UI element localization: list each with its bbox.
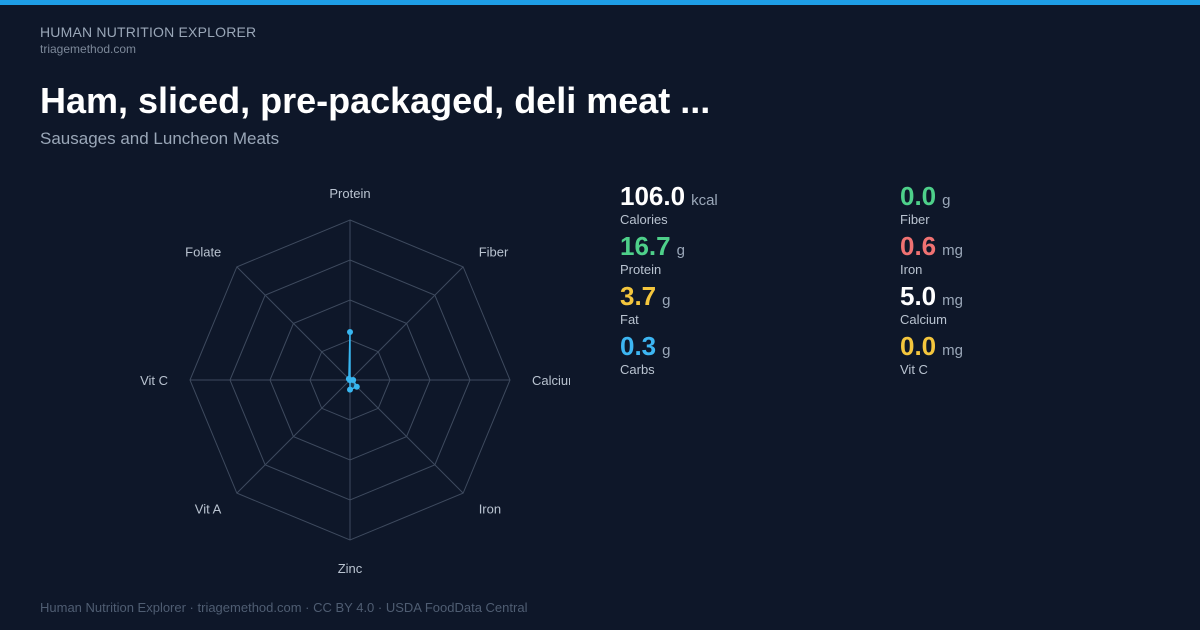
- radar-axis-label: Folate: [185, 244, 221, 259]
- brand-url: triagemethod.com: [40, 42, 137, 56]
- stat-unit: g: [676, 242, 685, 259]
- stat-vit-c: 0.0 mg Vit C: [900, 333, 963, 377]
- radar-data-point: [347, 386, 353, 393]
- brand-name: HUMAN NUTRITION EXPLORER: [40, 24, 257, 40]
- stat-label: Fiber: [900, 212, 930, 227]
- stat-value: 0.3: [620, 331, 657, 361]
- stat-label: Protein: [620, 262, 662, 277]
- stat-fiber: 0.0 g Fiber: [900, 183, 951, 227]
- stat-value: 0.0: [900, 331, 937, 361]
- radar-axis-label: Calcium: [532, 373, 570, 388]
- stat-calories: 106.0 kcal Calories: [620, 183, 718, 227]
- stat-value: 0.0: [900, 181, 937, 211]
- stat-value: 16.7: [620, 231, 671, 261]
- stat-label: Vit C: [900, 362, 928, 377]
- radar-axis-line: [236, 266, 351, 381]
- stat-protein: 16.7 g Protein: [620, 233, 685, 277]
- stat-unit: g: [662, 342, 671, 359]
- radar-data-point: [345, 375, 352, 382]
- radar-axis-label: Vit C: [140, 373, 168, 388]
- stat-unit: mg: [942, 292, 963, 309]
- radar-data-point: [353, 383, 360, 390]
- stat-iron: 0.6 mg Iron: [900, 233, 963, 277]
- stat-calcium: 5.0 mg Calcium: [900, 283, 963, 327]
- food-title: Ham, sliced, pre-packaged, deli meat ...: [40, 80, 711, 121]
- footer-attribution: Human Nutrition Explorer · triagemethod.…: [40, 600, 528, 615]
- stat-label: Calories: [620, 212, 668, 227]
- stat-value: 0.6: [900, 231, 937, 261]
- stat-label: Fat: [620, 312, 639, 327]
- stat-label: Carbs: [620, 362, 655, 377]
- stat-fat: 3.7 g Fat: [620, 283, 671, 327]
- radar-axis-line: [349, 266, 464, 381]
- stat-carbs: 0.3 g Carbs: [620, 333, 671, 377]
- stat-unit: g: [662, 292, 671, 309]
- stat-label: Calcium: [900, 312, 947, 327]
- radar-axis-label: Fiber: [479, 244, 509, 259]
- radar-axis-label: Protein: [329, 186, 370, 201]
- radar-series: [345, 329, 360, 393]
- top-accent-bar: [0, 0, 1200, 5]
- radar-data-point: [347, 329, 353, 335]
- nutrient-radar-chart: Protein Fiber Calcium Iron Zinc Vit A Vit C Fol…: [140, 186, 570, 576]
- radar-axis-line: [349, 379, 464, 494]
- stat-unit: kcal: [691, 192, 718, 209]
- stat-label: Iron: [900, 262, 923, 277]
- radar-axis-line: [236, 379, 351, 494]
- stat-value: 106.0: [620, 181, 686, 211]
- stat-value: 5.0: [900, 281, 937, 311]
- radar-axis-label: Vit A: [195, 502, 222, 517]
- radar-axis-label: Iron: [479, 502, 501, 517]
- stat-unit: g: [942, 192, 951, 209]
- radar-axis-label: Zinc: [338, 561, 363, 576]
- stat-unit: mg: [942, 342, 963, 359]
- stat-value: 3.7: [620, 281, 657, 311]
- radar-grid: [189, 219, 511, 541]
- radar-axis-labels: Protein Fiber Calcium Iron Zinc Vit A Vit C Fol…: [140, 186, 570, 576]
- food-category: Sausages and Luncheon Meats: [40, 129, 280, 148]
- stat-unit: mg: [942, 242, 963, 259]
